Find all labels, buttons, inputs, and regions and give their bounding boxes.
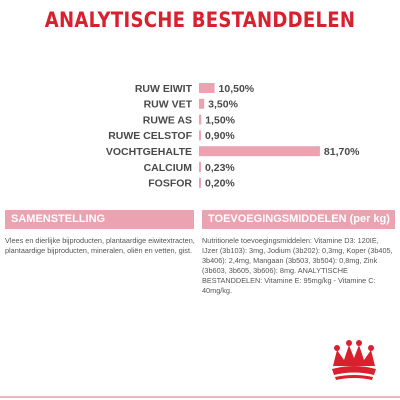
category-label: FOSFOR	[148, 178, 192, 190]
value-label: 0,90%	[205, 130, 235, 142]
bottom-divider	[0, 396, 400, 398]
category-label: VOCHTGEHALTE	[106, 146, 192, 158]
value-label: 0,20%	[205, 178, 235, 190]
category-label: RUWE CELSTOF	[108, 130, 192, 142]
value-label: 10,50%	[219, 83, 255, 95]
composition-text: Vlees en dierlijke bijproducten, plantaa…	[5, 236, 195, 255]
nutrient-bar-chart: RUW EIWIT 10,50% RUW VET 3,50% RUWE AS 1,50% R…	[106, 83, 360, 190]
category-label: CALCIUM	[144, 162, 193, 174]
value-label: 81,70%	[324, 146, 360, 158]
category-label: RUW EIWIT	[135, 83, 193, 95]
value-bar	[199, 98, 205, 109]
royal-canin-crown-icon	[332, 340, 376, 380]
value-bar	[199, 114, 202, 125]
value-bar	[199, 130, 201, 141]
value-bar	[199, 162, 201, 172]
value-label: 1,50%	[205, 114, 235, 126]
additives-header: TOEVOEGINGSMIDDELEN (per kg)	[202, 210, 395, 229]
category-label: RUW VET	[144, 99, 193, 111]
value-bar	[199, 177, 201, 188]
additives-text: Nutritionele toevoegingsmiddelen: Vitami…	[202, 236, 393, 295]
category-label: RUWE AS	[143, 114, 192, 126]
value-label: 0,23%	[205, 162, 235, 174]
value-bar	[199, 83, 215, 93]
value-bar	[199, 146, 320, 157]
value-label: 3,50%	[208, 99, 238, 111]
page-title: ANALYTISCHE BESTANDDELEN	[44, 8, 356, 32]
composition-header: SAMENSTELLING	[5, 210, 194, 229]
